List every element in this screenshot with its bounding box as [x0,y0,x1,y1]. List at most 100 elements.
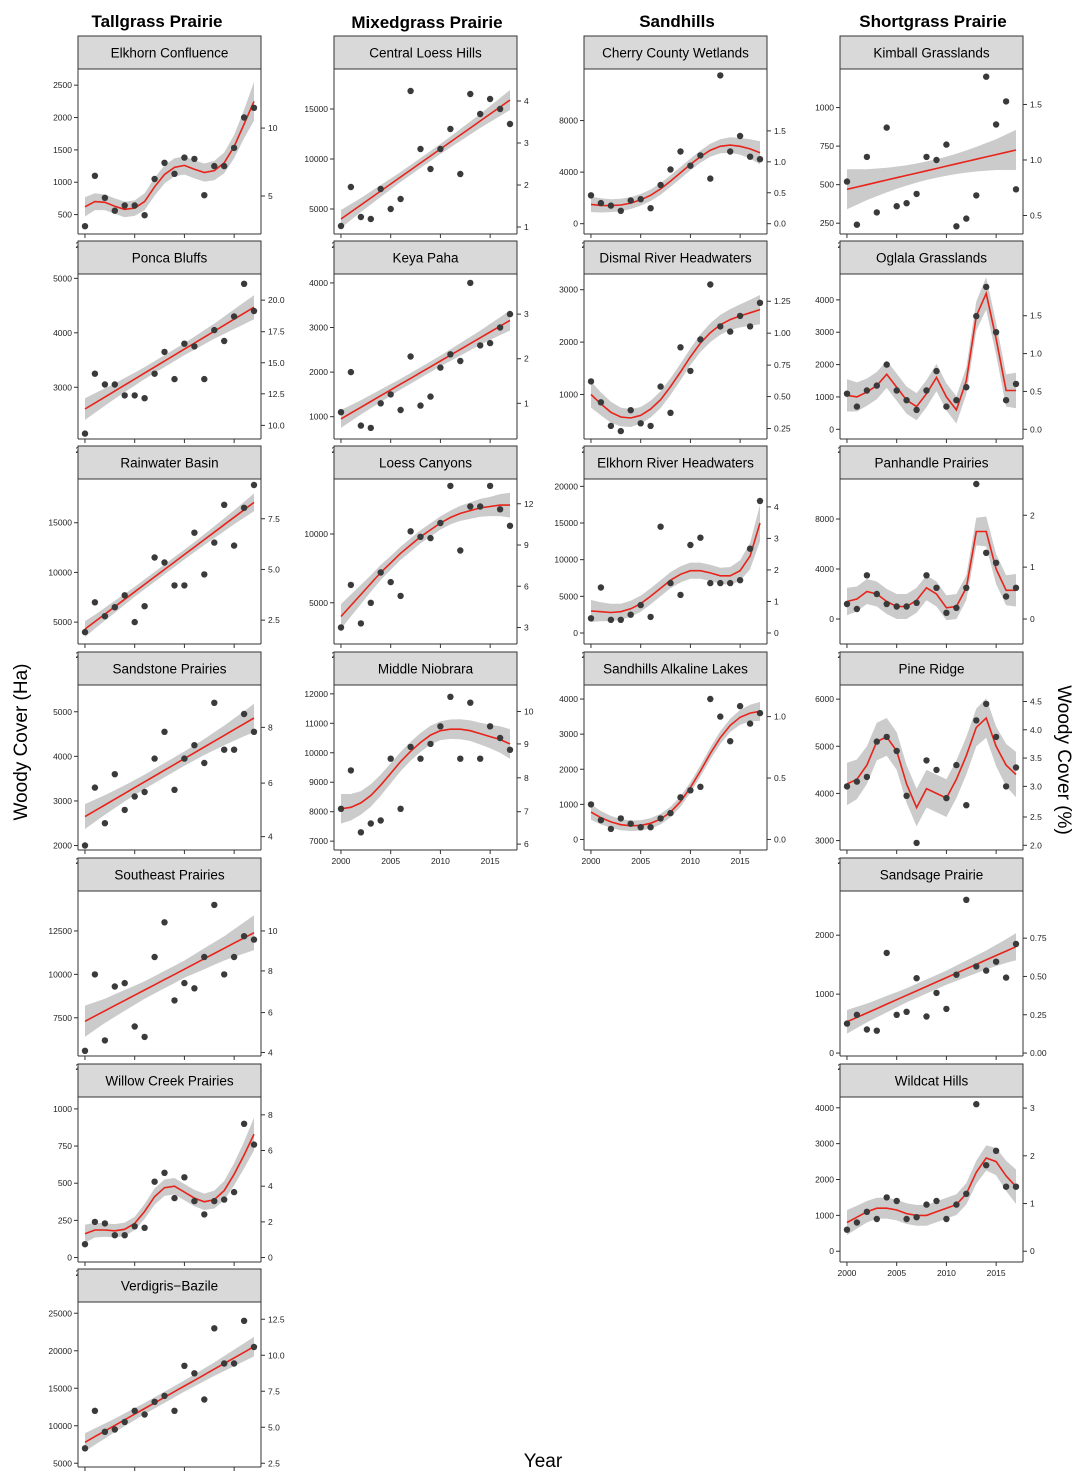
data-point [627,611,634,618]
data-point [171,997,178,1004]
panel-title: Ponca Bluffs [132,251,208,266]
data-point [727,579,734,587]
x-tick-label: 2010 [681,856,700,866]
data-point [923,757,930,764]
y-tick-label: 10000 [304,748,328,758]
data-point [677,148,684,155]
confidence-band [591,701,760,831]
data-point [903,1215,910,1223]
y-tick-label: 4000 [53,751,72,761]
data-point [437,364,444,371]
panel-strip [839,857,1024,892]
data-point [843,178,851,185]
y-tick-label: 4000 [815,788,834,798]
data-point [973,1101,980,1108]
data-point [727,148,734,155]
data-point [121,592,128,599]
y-tick-label: 8000 [309,807,328,817]
y-tick-label: 10000 [304,154,328,164]
data-point [647,613,654,621]
data-point [697,534,704,541]
fit-line [590,144,761,207]
data-point [230,1188,238,1196]
y2-tick-label: 2 [268,1217,273,1227]
y2-tick-label: 8 [268,966,273,976]
panel-title: Central Loess Hills [369,46,482,61]
y-tick-label: 3000 [815,836,834,846]
confidence-band [847,277,1016,424]
data-point [913,839,920,847]
y2-tick-label: 2 [524,354,529,364]
fit-line [84,931,255,1023]
data-point [141,603,148,610]
y-tick-label: 10000 [554,555,578,565]
data-point [843,783,851,790]
y-tick-label: 1000 [815,392,834,402]
data-point [627,407,634,414]
data-point [131,1023,138,1030]
data-point [141,212,148,219]
y-tick-label: 10000 [48,969,72,979]
y-tick-label: 3000 [559,729,578,739]
data-point [853,778,861,785]
y-tick-label: 0 [573,628,578,638]
data-point [617,427,624,435]
data-point [843,1020,851,1027]
data-point [992,329,1000,336]
data-point [923,153,930,161]
data-point [496,324,504,331]
y2-tick-label: 4 [524,96,529,106]
panel-title: Keya Paha [392,251,459,266]
data-point [943,141,950,148]
y-tick-label: 12000 [304,689,328,699]
panel-16: Oglala Grasslands 0 1000 2000 3000 4000 0.0 0.5… [815,240,1042,455]
data-point [151,370,158,377]
data-point [983,700,990,708]
data-point [607,616,615,623]
column-title-shortgrass: Shortgrass Prairie [859,12,1006,31]
y2-tick-label: 6 [524,839,529,849]
confidence-band [591,295,760,427]
data-point [597,584,605,591]
data-point [81,223,89,230]
data-point [657,523,664,530]
data-point [756,497,764,505]
data-point [943,1215,950,1223]
fit-line [846,716,1017,810]
y-tick-label: 2000 [53,841,72,851]
panel-strip [77,1268,262,1303]
y-tick-label: 0 [573,219,578,229]
y-tick-label: 3000 [815,1139,834,1149]
data-point [883,124,890,131]
data-point [707,695,714,703]
data-point [1012,584,1020,591]
data-point [727,738,734,745]
data-point [707,175,714,182]
data-point [647,824,654,831]
panel-strip [333,35,518,70]
data-point [131,392,138,399]
y-tick-label: 4000 [815,295,834,305]
data-point [913,1214,920,1221]
panel-6: Verdigris−Bazile 5000 10000 15000 20000 25000… [48,1268,285,1478]
data-point [873,382,880,389]
y2-tick-label: 0 [774,628,779,638]
panel-4: Southeast Prairies7500100001250046810200… [48,857,278,1072]
panel-11: Cherry County Wetlands 0 4000 8000 0.0 0.5 1.0… [559,35,786,250]
data-point [151,953,158,961]
data-point [111,1426,119,1433]
y-tick-label: 5000 [309,204,328,214]
y-tick-label: 500 [58,1178,72,1188]
data-point [863,773,871,781]
y2-tick-label: 8 [524,773,529,783]
y2-tick-label: 7.5 [268,1386,280,1396]
data-point [1012,186,1020,193]
data-point [240,114,248,121]
panel-strip [333,651,518,686]
x-tick-label: 2000 [838,1268,857,1278]
panel-9: Loess Canyons500010000369122000200520102… [304,445,534,660]
data-point [607,202,615,209]
panel-title: Sandstone Prairies [112,662,226,677]
y-tick-label: 1000 [559,389,578,399]
data-point [863,1208,871,1216]
